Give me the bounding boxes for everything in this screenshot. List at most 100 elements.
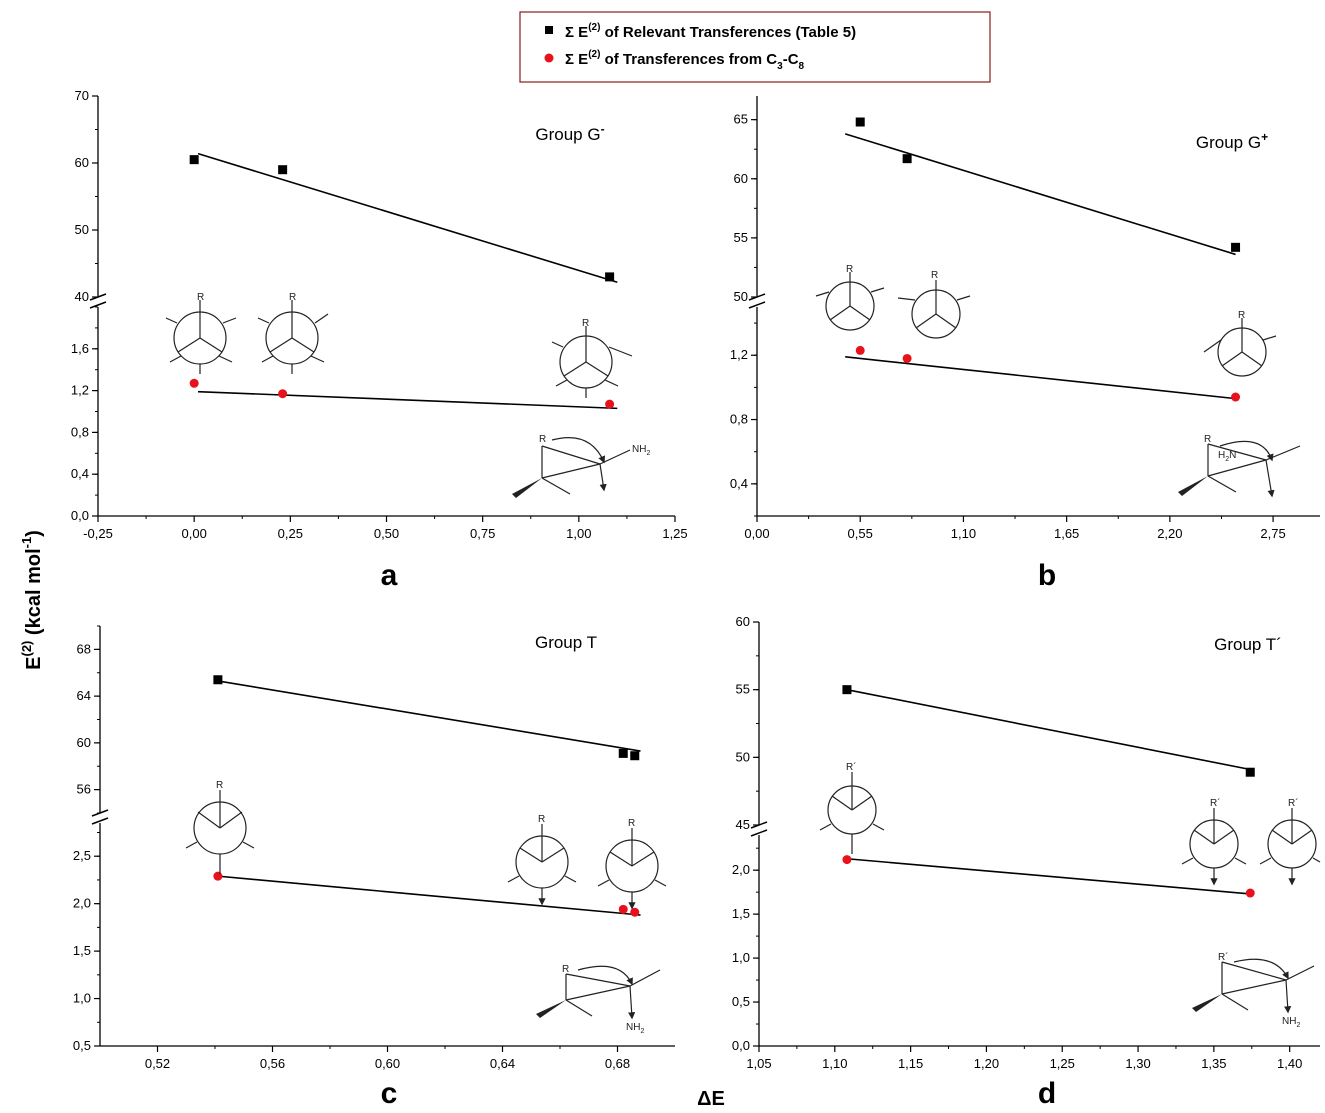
y-tick-label: 0,8 <box>71 424 89 439</box>
axis-break-mark <box>89 301 107 309</box>
newman-projection: R <box>897 270 971 339</box>
legend-item-1: Σ E(2) of Relevant Transferences (Table … <box>565 22 856 41</box>
x-tick-label: 0,50 <box>374 526 399 541</box>
svg-text:R: R <box>846 264 853 275</box>
y-tick-label: 65 <box>734 112 748 127</box>
panel-label: c <box>381 1077 398 1110</box>
y-axis-label: E(2) (kcal mol-1) <box>19 530 45 670</box>
y-tick-label: 50 <box>734 289 748 304</box>
x-tick-label: 0,00 <box>182 526 207 541</box>
y-tick-label: 0,5 <box>732 994 750 1009</box>
axis-break-mark <box>91 809 109 817</box>
y-tick-label: 55 <box>736 682 750 697</box>
x-tick-label: 0,64 <box>490 1056 515 1071</box>
data-point-circle <box>842 855 852 865</box>
data-point-circle <box>1245 888 1255 898</box>
x-tick-label: 1,25 <box>1050 1056 1075 1071</box>
svg-text:R´: R´ <box>1218 951 1229 963</box>
panel-title: Group T <box>535 633 597 652</box>
y-tick-label: 56 <box>77 782 91 797</box>
svg-text:R: R <box>628 818 635 829</box>
svg-text:R´: R´ <box>1288 797 1299 809</box>
svg-text:R: R <box>1238 310 1245 321</box>
svg-text:R´: R´ <box>1210 797 1221 809</box>
panel-title: Group G+ <box>1196 130 1268 152</box>
data-point-square <box>630 751 640 761</box>
x-tick-label: 1,05 <box>746 1056 771 1071</box>
panel-label: a <box>381 559 398 592</box>
x-tick-label: 1,40 <box>1277 1056 1302 1071</box>
data-point-circle <box>278 389 288 399</box>
svg-text:R: R <box>197 292 204 303</box>
fit-line-lower <box>217 875 641 916</box>
data-point-circle <box>902 353 912 363</box>
y-tick-label: 45 <box>736 817 750 832</box>
svg-text:NH2: NH2 <box>632 444 650 457</box>
x-tick-label: 1,30 <box>1125 1056 1150 1071</box>
fit-line-upper <box>217 680 641 752</box>
svg-text:R: R <box>1204 434 1211 445</box>
newman-projection: R <box>185 780 255 874</box>
panel-label: b <box>1038 559 1056 592</box>
x-tick-label: 0,75 <box>470 526 495 541</box>
svg-text:R: R <box>562 964 569 975</box>
x-tick-label: 1,10 <box>951 526 976 541</box>
y-tick-label: 50 <box>736 749 750 764</box>
data-point-circle <box>618 904 628 914</box>
y-tick-label: 1,0 <box>732 950 750 965</box>
x-tick-label: 1,25 <box>662 526 687 541</box>
panel-d: 45 50 55 60 0,0 0,5 1,0 1,5 2,0 1,05 1,10 1,15 1,20 1… <box>732 614 1320 1110</box>
data-point-circle <box>1231 392 1241 402</box>
axis-break-mark <box>748 301 766 309</box>
y-tick-label: 68 <box>77 641 91 656</box>
panel-c: 56 60 64 68 0,5 1,0 1,5 2,0 2,5 0,52 0,56 0,60 0,64 0… <box>73 625 675 1110</box>
svg-text:R: R <box>289 292 296 303</box>
x-tick-label: 0,00 <box>744 526 769 541</box>
x-tick-label: 1,35 <box>1201 1056 1226 1071</box>
data-point-circle <box>189 378 199 388</box>
x-tick-label: 2,20 <box>1157 526 1182 541</box>
x-tick-label: 0,55 <box>848 526 873 541</box>
y-tick-label: 1,6 <box>71 341 89 356</box>
svg-text:R: R <box>582 318 589 329</box>
panel-b: 50 55 60 65 0,4 0,8 1,2 0,00 0,55 1,10 1,65 2,20 2,7… <box>730 96 1320 592</box>
y-tick-label: 64 <box>77 688 91 703</box>
newman-projection: R <box>507 814 577 906</box>
data-point-square <box>1245 767 1255 777</box>
y-tick-label: 1,2 <box>71 383 89 398</box>
x-tick-label: 1,15 <box>898 1056 923 1071</box>
data-point-square <box>855 117 865 127</box>
x-tick-label: 0,68 <box>605 1056 630 1071</box>
x-tick-label: 1,10 <box>822 1056 847 1071</box>
axis-break-mark <box>91 817 109 825</box>
legend-box <box>519 11 991 83</box>
axis-break-mark <box>748 293 766 301</box>
y-tick-label: 2,0 <box>732 862 750 877</box>
fit-line-lower <box>845 356 1236 400</box>
sawhorse-sketch: R NH2 <box>512 434 650 498</box>
data-point-square <box>605 272 615 282</box>
data-point-square <box>189 155 199 165</box>
newman-projection: R <box>1203 310 1277 377</box>
x-axis-label: ΔE <box>697 1088 725 1110</box>
y-tick-label: 50 <box>75 222 89 237</box>
fit-line-upper <box>197 152 618 284</box>
y-tick-label: 40 <box>75 289 89 304</box>
axis-break-mark <box>750 821 768 829</box>
data-point-square <box>618 748 628 758</box>
x-tick-label: 1,65 <box>1054 526 1079 541</box>
svg-text:H2N: H2N <box>1218 450 1236 463</box>
sawhorse-sketch: R´ NH2 <box>1192 951 1315 1029</box>
x-tick-label: 0,56 <box>260 1056 285 1071</box>
panel-title: Group T´ <box>1214 635 1282 654</box>
svg-text:R´: R´ <box>846 761 857 773</box>
newman-projection: R <box>257 292 329 374</box>
legend-item-2: Σ E(2) of Transferences from C3-C8 <box>565 49 805 72</box>
axis-break-mark <box>750 829 768 837</box>
y-tick-label: 60 <box>736 614 750 629</box>
data-point-square <box>278 165 288 175</box>
y-tick-label: 0,4 <box>730 476 748 491</box>
newman-projection: R´ <box>1259 797 1321 886</box>
